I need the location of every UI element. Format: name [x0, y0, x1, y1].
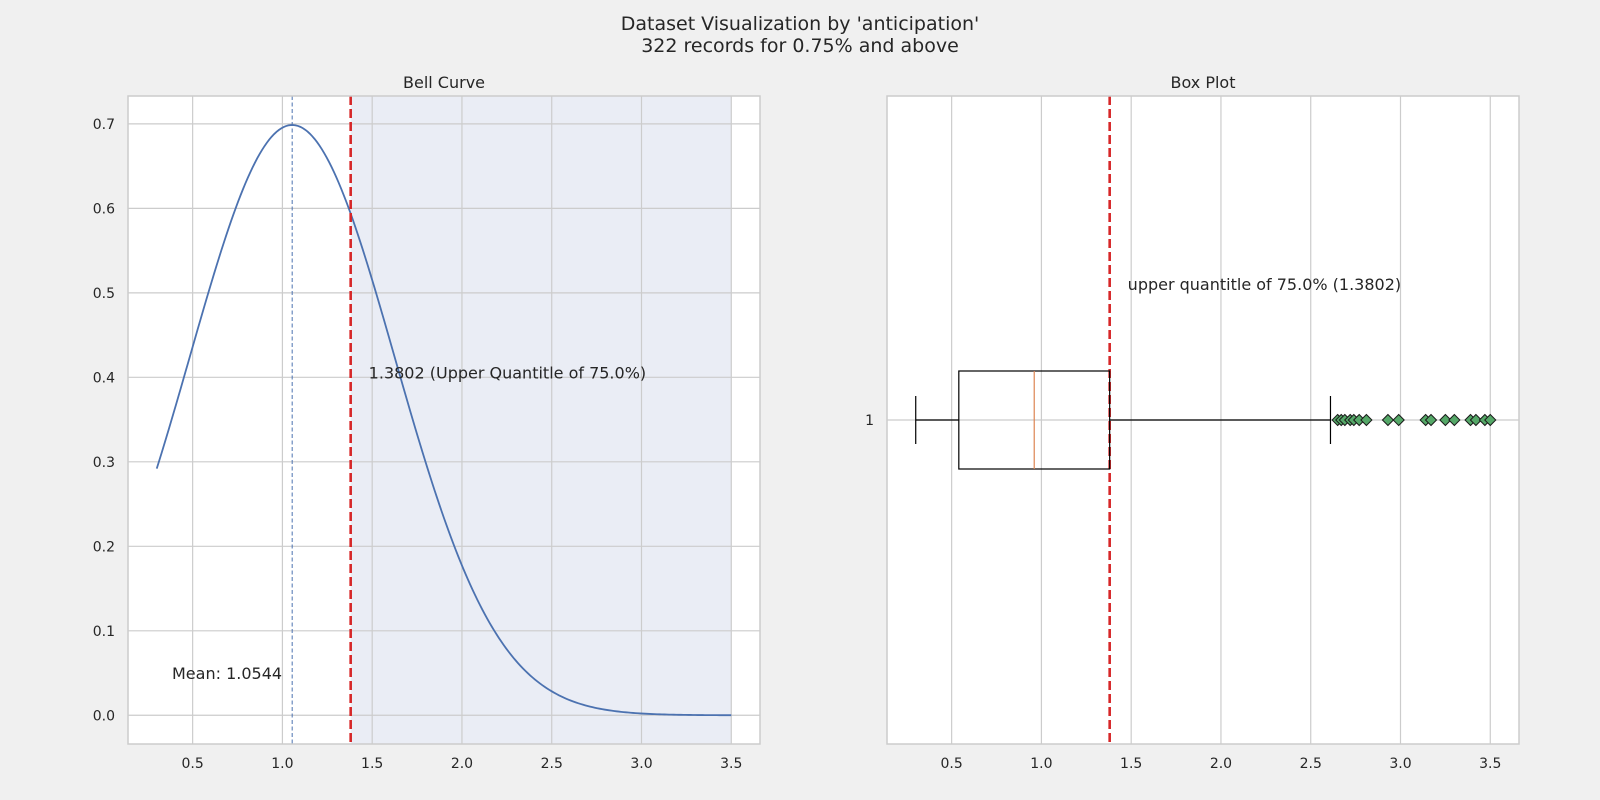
figure-subtitle: 322 records for 0.75% and above: [641, 35, 959, 57]
bell-y-tick-label: 0.7: [93, 117, 115, 133]
bell-x-tick-label: 3.5: [720, 756, 742, 772]
box-x-tick-label: 1.5: [1120, 756, 1142, 772]
bell-x-tick-label: 1.5: [361, 756, 383, 772]
bell-y-tick-label: 0.5: [93, 286, 115, 302]
bell-curve-frame: [127, 95, 761, 745]
box-threshold-annotation: upper quantitle of 75.0% (1.3802): [1128, 275, 1401, 294]
outlier-marker: [1381, 413, 1395, 427]
box-plot-title: Box Plot: [1171, 73, 1236, 92]
figure-title: Dataset Visualization by 'anticipation': [620, 13, 980, 35]
box-plot-panel: upper quantitle of 75.0% (1.3802) Box Pl…: [865, 73, 1520, 772]
bell-curve-panel: 1.3802 (Upper Quantitle of 75.0%) Mean: …: [93, 73, 761, 772]
box-x-tick-label: 1.0: [1030, 756, 1052, 772]
bell-x-tick-labels: 0.5 1.0 1.5 2.0 2.5 3.0 3.5: [182, 756, 743, 772]
bell-curve-grid: [128, 96, 760, 744]
outlier-marker: [1484, 413, 1497, 427]
bell-y-tick-label: 0.6: [93, 201, 115, 217]
box-x-tick-label: 0.5: [941, 756, 963, 772]
bell-y-tick-label: 0.2: [93, 539, 115, 555]
outlier-marker: [1439, 413, 1452, 427]
bell-x-tick-label: 1.0: [271, 756, 293, 772]
bell-y-tick-label: 0.4: [93, 370, 115, 386]
outlier-marker: [1392, 413, 1405, 427]
upper-quantile-shaded-region: [350, 96, 732, 744]
bell-threshold-annotation: 1.3802 (Upper Quantitle of 75.0%): [369, 363, 646, 382]
outlier-marker: [1360, 413, 1373, 427]
box-x-tick-label: 3.0: [1389, 756, 1411, 772]
bell-y-tick-label: 0.0: [93, 708, 115, 724]
bell-x-tick-label: 2.0: [451, 756, 473, 772]
box-y-tick-label: 1: [865, 413, 874, 429]
bell-y-tick-labels: 0.0 0.1 0.2 0.3 0.4 0.5 0.6 0.7: [93, 117, 115, 724]
box-x-tick-labels: 0.5 1.0 1.5 2.0 2.5 3.0 3.5: [941, 756, 1502, 772]
outlier-marker: [1424, 413, 1438, 427]
bell-x-tick-label: 2.5: [541, 756, 563, 772]
bell-x-tick-label: 3.0: [630, 756, 652, 772]
outlier-marker: [1469, 413, 1483, 427]
outlier-markers: [1331, 413, 1497, 427]
bell-y-tick-label: 0.1: [93, 624, 115, 640]
outlier-marker: [1448, 413, 1461, 427]
mean-annotation: Mean: 1.0544: [172, 664, 282, 683]
bell-x-tick-label: 0.5: [182, 756, 204, 772]
box-x-tick-label: 3.5: [1479, 756, 1501, 772]
bell-curve-title: Bell Curve: [403, 73, 485, 92]
box-x-tick-label: 2.5: [1300, 756, 1322, 772]
bell-curve-line: [155, 124, 732, 717]
box-plot-frame: [886, 95, 1520, 745]
bell-y-tick-label: 0.3: [93, 455, 115, 471]
box-x-tick-label: 2.0: [1210, 756, 1232, 772]
